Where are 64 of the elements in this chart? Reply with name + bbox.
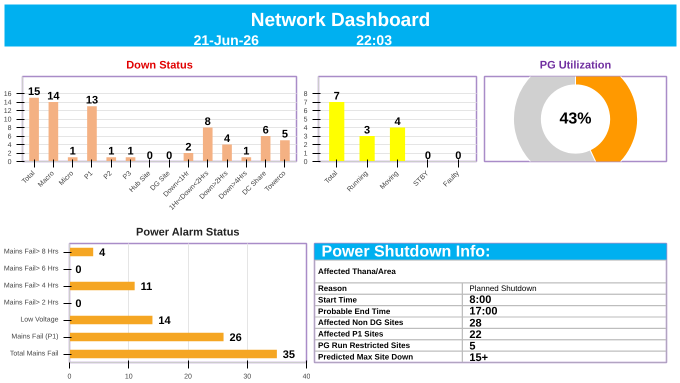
data-label: 15 — [28, 86, 40, 98]
text: 21-Jun-26 — [194, 32, 260, 48]
bar — [202, 128, 213, 162]
text: 43% — [559, 110, 592, 128]
data-label: 1 — [243, 146, 250, 158]
data-label: 4 — [224, 132, 231, 145]
bar — [184, 153, 194, 162]
text: 28 — [469, 318, 482, 330]
bar — [70, 350, 277, 358]
bar — [360, 136, 375, 162]
data-label: 26 — [229, 332, 242, 344]
text: Planned Shutdown — [469, 284, 537, 294]
text: Network Dashboard — [250, 10, 430, 31]
data-label: 35 — [282, 349, 296, 361]
text: Start Time — [318, 295, 358, 304]
data-label: 13 — [86, 94, 98, 107]
text: Affected Non DG Sites — [318, 318, 404, 328]
bar — [390, 128, 406, 162]
bar — [48, 102, 58, 162]
bar — [87, 106, 97, 162]
data-label: 6 — [262, 124, 269, 136]
text: 8:00 — [469, 294, 492, 306]
data-label: 3 — [364, 124, 370, 136]
text: Affected Thana/Area — [318, 267, 396, 276]
bar — [70, 332, 224, 342]
data-label: 1 — [70, 146, 76, 158]
data-label: 11 — [140, 281, 152, 293]
chart-title: PG Utilization — [540, 60, 612, 72]
data-label: 2 — [185, 141, 192, 154]
text: Reason — [318, 284, 348, 294]
text: Probable End Time — [318, 306, 391, 316]
text: 17:00 — [469, 305, 498, 318]
data-label: 0 — [424, 150, 431, 162]
data-label: 0 — [455, 150, 462, 162]
text: Power Shutdown Info: — [322, 243, 490, 260]
data-label: 14 — [158, 315, 172, 327]
data-label: 0 — [75, 298, 82, 310]
text: 5 — [469, 340, 476, 352]
bar — [70, 282, 135, 290]
text: 22:03 — [356, 32, 392, 48]
data-label: 0 — [75, 264, 82, 276]
data-label: 1 — [127, 146, 134, 158]
data-label: 0 — [146, 150, 153, 162]
bar — [70, 316, 152, 324]
bar — [222, 144, 232, 162]
text: PG Run Restricted Sites — [318, 340, 411, 350]
chart-title: Down Status — [126, 60, 193, 72]
data-label: 5 — [282, 128, 288, 141]
bar — [329, 102, 344, 162]
bar — [280, 140, 290, 162]
data-label: 0 — [166, 150, 172, 162]
bar — [260, 136, 270, 162]
data-label: 8 — [204, 116, 211, 128]
text: Predicted Max Site Down — [318, 352, 414, 362]
text: 15+ — [469, 352, 488, 364]
bar — [70, 248, 94, 256]
bar — [29, 98, 39, 162]
data-label: 1 — [108, 146, 114, 158]
text: 22 — [469, 329, 482, 342]
data-label: 4 — [99, 247, 106, 259]
text: Affected P1 Sites — [318, 330, 384, 339]
data-label: 4 — [394, 116, 402, 128]
chart-title: Power Alarm Status — [136, 226, 240, 238]
data-label: 7 — [334, 90, 340, 102]
